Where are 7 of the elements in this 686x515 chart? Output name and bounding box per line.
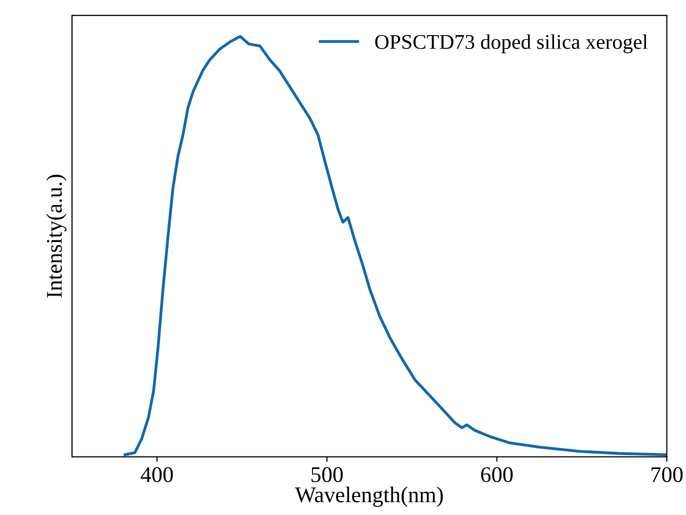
x-tick-label: 500 [312, 467, 343, 482]
legend-label: OPSCTD73 doped silica xerogel [375, 34, 648, 54]
x-tick-label: 700 [652, 467, 683, 482]
x-axis-title: Wavelength(nm) [295, 486, 443, 507]
x-tick-label: 400 [140, 467, 173, 482]
x-tick-label: 600 [481, 467, 513, 482]
y-axis-title: Intensity(a.u.) [46, 174, 66, 298]
